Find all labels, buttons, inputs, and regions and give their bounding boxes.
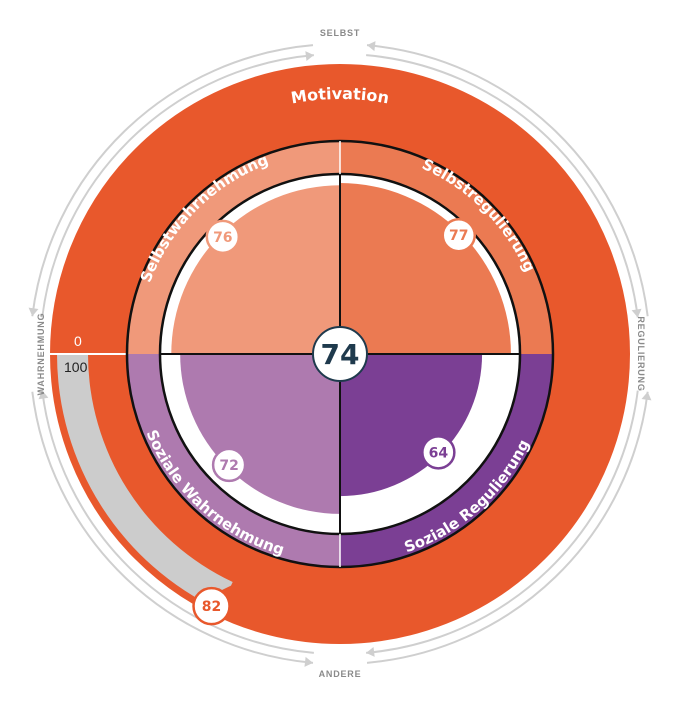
axis-label-selbst: SELBST xyxy=(320,28,360,38)
motivation-track-edge xyxy=(53,353,219,614)
sector-selbstwahrnehmung xyxy=(171,185,340,354)
arrowhead-tl-outer-b xyxy=(28,307,39,317)
arrowhead-bl-inner-a xyxy=(38,390,49,400)
arrowhead-br-outer-b xyxy=(641,391,652,401)
sector-soziale-regulierung xyxy=(340,354,483,497)
badge-selbstregulierung: 77 xyxy=(449,228,468,244)
arrow-arc-tl-outer xyxy=(31,44,314,317)
badge-selbstwahrnehmung: 76 xyxy=(213,230,232,246)
arrow-arc-tl-inner xyxy=(41,54,314,318)
band-selbstregulierung xyxy=(340,141,553,354)
badge-motivation: 82 xyxy=(202,599,221,615)
badge-soziale-wahrnehmung-circle xyxy=(211,447,247,483)
badge-motivation-circle xyxy=(192,586,231,626)
band-selbstwahrnehmung xyxy=(127,141,340,354)
overall-score-circle xyxy=(312,326,368,382)
axis-arrows xyxy=(28,41,652,667)
arrow-arc-tr-inner xyxy=(366,54,639,318)
motivation-title: Motivation xyxy=(290,84,391,108)
axis-label-andere: ANDERE xyxy=(319,669,362,679)
axis-label-regulierung: REGULIERUNG xyxy=(636,316,646,391)
motivation-track xyxy=(57,354,233,611)
arrow-arc-bl-outer xyxy=(31,391,314,664)
value-badges: 76 77 64 72 82 xyxy=(192,217,477,626)
motivation-scale-min: 0 xyxy=(74,333,82,349)
badge-selbstregulierung-circle xyxy=(441,217,477,253)
badge-selbstwahrnehmung-circle xyxy=(205,219,241,255)
band-soziale-wahrnehmung xyxy=(127,354,340,567)
arrow-arc-tr-outer xyxy=(366,44,649,317)
arrow-arc-br-inner xyxy=(366,390,639,654)
sector-soziale-wahrnehmung xyxy=(180,354,340,514)
sector-selbstregulierung xyxy=(340,183,511,354)
arrow-arc-br-outer xyxy=(366,391,649,664)
arrow-arc-bl-inner xyxy=(41,390,314,654)
badge-soziale-wahrnehmung: 72 xyxy=(219,458,238,474)
arrowhead-br-inner-a xyxy=(366,646,375,657)
band-soziale-regulierung xyxy=(340,354,553,567)
motivation-scale-max: 100 xyxy=(64,359,88,375)
sectors xyxy=(171,183,511,514)
arrowhead-tl-inner-a xyxy=(305,51,314,62)
arrowhead-bl-outer-b xyxy=(304,656,313,667)
axis-label-wahrnehmung: WAHRNEHMUNG xyxy=(36,313,46,396)
arrowhead-tr-inner-a xyxy=(631,308,642,318)
overall-score: 74 xyxy=(321,338,360,371)
badge-soziale-regulierung: 64 xyxy=(429,445,449,461)
badge-soziale-regulierung-circle xyxy=(421,435,456,470)
arrowhead-tr-outer-b xyxy=(367,41,376,52)
